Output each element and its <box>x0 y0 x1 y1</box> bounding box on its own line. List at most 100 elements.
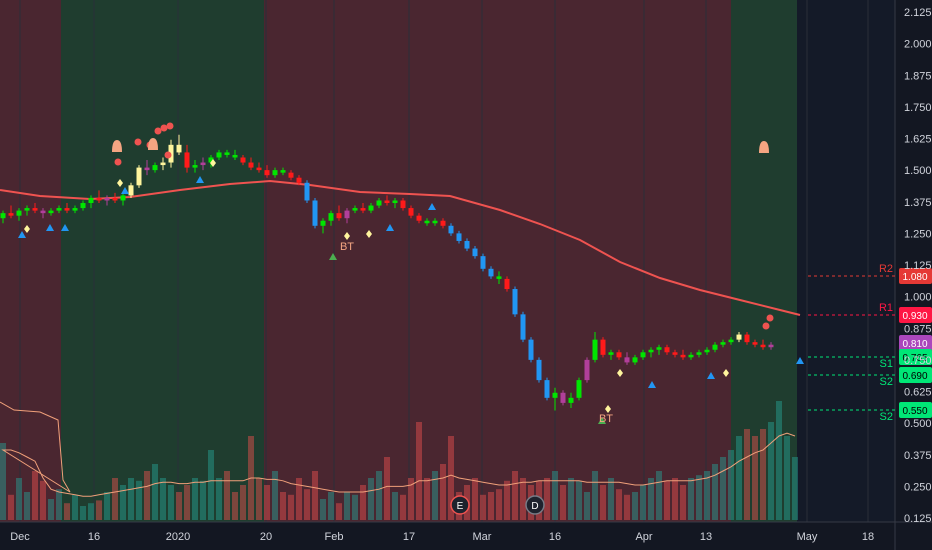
volume-bar <box>640 485 646 520</box>
price-label-badge <box>899 367 932 383</box>
candle <box>408 208 414 216</box>
level-name: R1 <box>879 302 893 314</box>
candle <box>440 220 446 226</box>
x-tick-label: 17 <box>403 531 415 543</box>
diamond-icon <box>723 369 729 377</box>
volume-bar <box>0 443 6 520</box>
volume-bar <box>192 478 198 520</box>
volume-bar <box>216 478 222 520</box>
candle <box>336 213 342 219</box>
candle <box>240 157 246 163</box>
y-tick-label: 1.750 <box>904 102 932 114</box>
volume-bar <box>744 429 750 520</box>
candle <box>464 240 470 249</box>
triangle-up-icon <box>796 357 804 364</box>
volume-bar <box>320 499 326 520</box>
price-label-value: 0.930 <box>902 311 927 322</box>
x-tick-label: Feb <box>325 531 344 543</box>
volume-bar <box>176 492 182 520</box>
event-marker-label: E <box>457 501 464 512</box>
bell-icon <box>759 141 769 153</box>
price-label-value: 0.810 <box>902 339 927 350</box>
candle <box>288 172 294 178</box>
volume-bar <box>200 480 206 520</box>
volume-bar <box>168 485 174 520</box>
volume-bar <box>336 503 342 520</box>
price-label-badge <box>899 268 932 284</box>
volume-bar <box>360 485 366 520</box>
signal-markers: BT BT E D <box>18 122 804 515</box>
volume-bar <box>472 478 478 520</box>
candle <box>496 276 502 279</box>
triangle-up-icon <box>46 224 54 231</box>
bell-icon <box>112 140 122 152</box>
volume-bar <box>32 471 38 520</box>
candle <box>744 334 750 343</box>
candle <box>152 165 158 171</box>
volume-bar <box>88 503 94 520</box>
bell-icon <box>148 138 158 150</box>
regime-bearish <box>264 0 731 522</box>
candle <box>760 344 766 348</box>
candle <box>576 380 582 398</box>
diamond-icon <box>605 405 611 413</box>
volume-bar <box>408 478 414 520</box>
volume-bar <box>56 489 62 520</box>
volume-moving-average <box>0 401 796 497</box>
candle <box>648 349 654 353</box>
candle <box>728 339 734 343</box>
candle <box>248 162 254 168</box>
candle <box>488 268 494 277</box>
candle <box>696 352 702 355</box>
x-tick-label: 16 <box>549 531 561 543</box>
volume-bar <box>688 478 694 520</box>
volume-bar <box>576 480 582 520</box>
level-name: R2 <box>879 263 893 275</box>
candle <box>144 167 150 171</box>
candle <box>608 352 614 355</box>
event-marker <box>450 495 470 515</box>
volume-bar <box>416 422 422 520</box>
volume-bar <box>568 478 574 520</box>
candle <box>656 347 662 350</box>
y-tick-label: 0.250 <box>904 481 932 493</box>
candle <box>312 200 318 226</box>
dot-icon <box>766 314 774 322</box>
volume-bar <box>288 494 294 520</box>
candle <box>80 203 86 209</box>
candle <box>520 314 526 340</box>
volume-bar <box>304 489 310 520</box>
volume-bar <box>104 492 110 520</box>
candle <box>688 354 694 358</box>
candle <box>392 200 398 204</box>
candle <box>528 339 534 360</box>
candle <box>184 152 190 168</box>
candle <box>376 200 382 206</box>
candle <box>616 352 622 358</box>
volume-bar <box>680 485 686 520</box>
volume-bar <box>488 492 494 520</box>
candle <box>104 197 110 201</box>
volume-bar <box>776 401 782 520</box>
volume-bar <box>16 478 22 520</box>
volume-bar <box>72 494 78 520</box>
volume-bar <box>136 480 142 520</box>
volume-bar <box>600 485 606 520</box>
regime-bullish <box>731 0 797 522</box>
volume-bar <box>792 457 798 520</box>
level-name: S1 <box>880 358 893 370</box>
dot-icon <box>134 138 142 146</box>
y-tick-label: 1.125 <box>904 260 932 272</box>
volume-bar <box>544 478 550 520</box>
candle <box>16 210 22 216</box>
event-marker <box>525 495 545 515</box>
volume-bar <box>128 478 134 520</box>
dot-icon <box>154 127 162 135</box>
candle <box>96 197 102 201</box>
candle <box>552 392 558 398</box>
volume-bar <box>280 492 286 520</box>
candle <box>296 177 302 183</box>
moving-average <box>0 179 801 316</box>
triangle-up-icon <box>386 224 394 231</box>
